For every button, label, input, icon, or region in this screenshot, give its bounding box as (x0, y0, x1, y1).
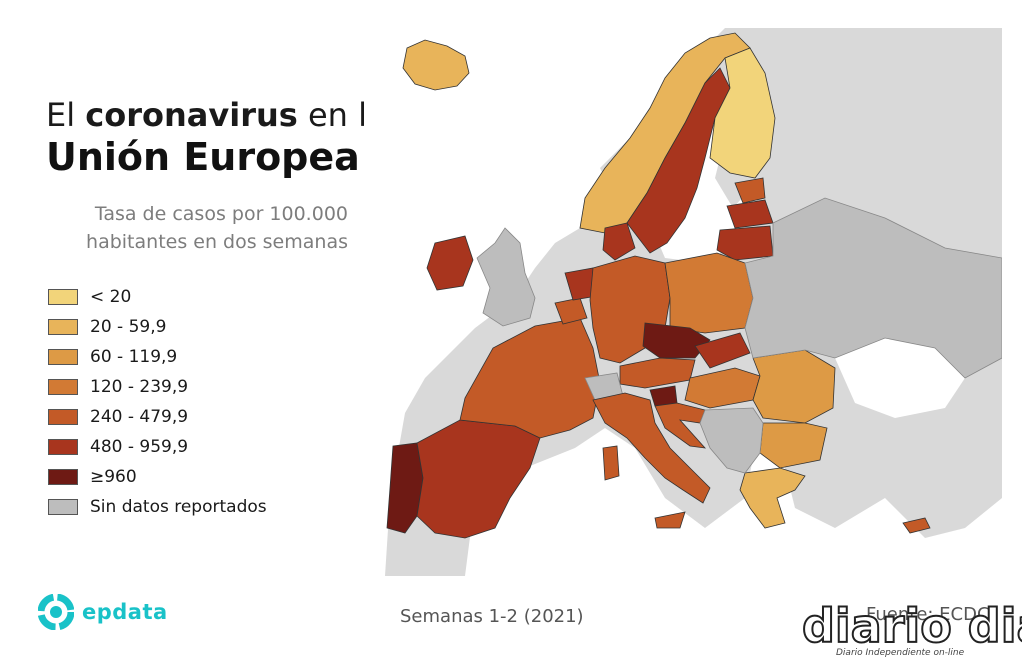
region-lithuania (716, 225, 774, 261)
title-line-1: El coronavirus en la (46, 96, 387, 134)
watermark-tagline: Diario Independiente on-line (836, 648, 965, 658)
legend-item: 20 - 59,9 (48, 312, 267, 342)
region-sicily (654, 511, 686, 529)
data-source: Fuente: ECDC (866, 604, 990, 625)
mediterranean-sea (465, 428, 1002, 576)
legend-item: 240 - 479,9 (48, 402, 267, 432)
region-cyprus (902, 517, 931, 534)
legend-label: 60 - 119,9 (90, 347, 178, 367)
region-sardinia (602, 445, 620, 481)
region-france (459, 317, 601, 439)
brand-logo: epdata (38, 594, 168, 630)
region-estonia (734, 177, 766, 204)
legend-item: < 20 (48, 282, 267, 312)
watermark-logo-text: diario dia (802, 599, 1022, 653)
region-croatia (654, 402, 707, 449)
legend-item: 480 - 959,9 (48, 432, 267, 462)
title-block: El coronavirus en la Unión Europea (46, 96, 387, 180)
subtitle: Tasa de casos por 100.000 habitantes en … (48, 200, 348, 256)
europe-map (365, 28, 1002, 576)
legend-item: ≥960 (48, 462, 267, 492)
brand-name: epdata (82, 600, 168, 624)
time-period: Semanas 1-2 (2021) (400, 606, 584, 627)
legend-swatch (48, 289, 78, 305)
black-sea (835, 338, 965, 418)
region-eastern-europe (744, 197, 1002, 379)
epdata-logo-icon (38, 594, 74, 630)
legend-swatch (48, 319, 78, 335)
region-czechia (642, 322, 711, 359)
region-slovenia (649, 385, 678, 407)
legend-label: Sin datos reportados (90, 497, 267, 517)
region-italy (592, 392, 711, 504)
legend-swatch (48, 439, 78, 455)
region-greece (739, 467, 806, 529)
region-poland (664, 252, 754, 334)
region-finland (709, 47, 776, 179)
title-highlight: coronavirus (85, 96, 298, 134)
legend-label: ≥960 (90, 467, 137, 487)
legend-swatch (48, 469, 78, 485)
subtitle-line-1: Tasa de casos por 100.000 (94, 203, 348, 225)
region-romania (752, 349, 836, 424)
legend-item: Sin datos reportados (48, 492, 267, 522)
diario-dia-watermark: diario dia (801, 598, 1022, 654)
north-sea (365, 28, 725, 576)
legend-label: 240 - 479,9 (90, 407, 189, 427)
legend-swatch (48, 499, 78, 515)
subtitle-line-2: habitantes en dos semanas (86, 231, 348, 253)
legend-item: 60 - 119,9 (48, 342, 267, 372)
legend-label: 480 - 959,9 (90, 437, 189, 457)
title-prefix: El (46, 96, 76, 134)
legend-swatch (48, 379, 78, 395)
title-line-2: Unión Europea (46, 135, 360, 179)
region-iceland (402, 39, 470, 91)
legend-item: 120 - 239,9 (48, 372, 267, 402)
region-ireland (426, 235, 474, 291)
region-slovakia (694, 332, 751, 369)
legend-label: < 20 (90, 287, 132, 307)
region-belgium (554, 297, 588, 325)
region-great-britain (476, 227, 536, 327)
region-denmark (602, 222, 636, 261)
legend-swatch (48, 349, 78, 365)
legend-swatch (48, 409, 78, 425)
legend-label: 20 - 59,9 (90, 317, 167, 337)
region-balkans (699, 407, 764, 474)
legend-label: 120 - 239,9 (90, 377, 189, 397)
legend: < 20 20 - 59,9 60 - 119,9 120 - 239,9 24… (48, 282, 267, 522)
